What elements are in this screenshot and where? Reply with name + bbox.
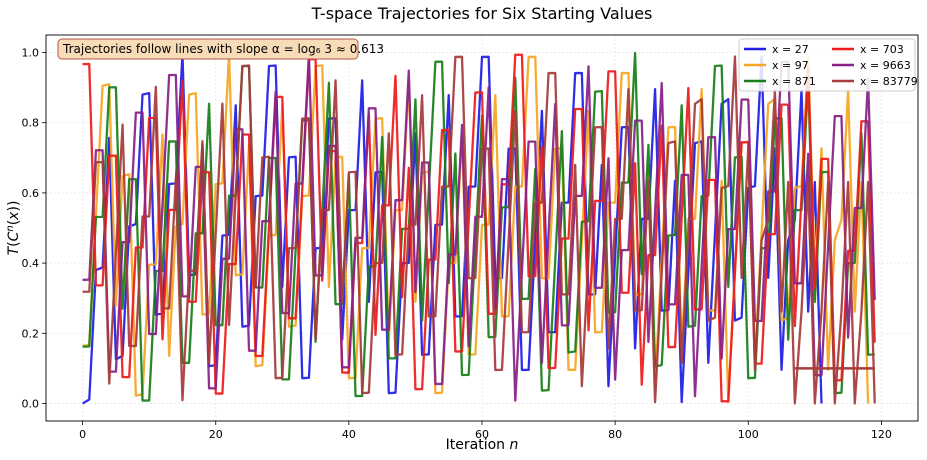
series-line [82, 51, 875, 402]
y-axis: 0.0 0.2 0.4 0.6 0.8 1.0 [22, 47, 46, 410]
y-axis-label: T(Cn(x)) [5, 201, 22, 256]
y-tick-label: 0.0 [22, 397, 40, 410]
x-tick-label: 80 [608, 428, 622, 441]
y-tick-label: 0.8 [22, 117, 40, 130]
series-line [82, 53, 876, 403]
y-tick-label: 0.2 [22, 327, 40, 340]
annotation-background [57, 38, 359, 60]
series-line [82, 55, 876, 405]
annotation-text: Trajectories follow lines with slope α =… [62, 42, 384, 56]
legend: x = 27 x = 97 x = 871 x = 703 x = 9663 x = 83… [738, 38, 918, 92]
plot-area [82, 51, 876, 405]
annotation-box: Trajectories follow lines with slope α =… [57, 38, 384, 60]
legend-entry: x = 703 [860, 43, 904, 56]
legend-frame [738, 38, 916, 92]
legend-entry: x = 27 [772, 43, 809, 56]
legend-entry: x = 9663 [860, 59, 911, 72]
legend-entry: x = 83779 [860, 75, 918, 88]
y-tick-label: 0.4 [22, 257, 40, 270]
x-tick-label: 0 [79, 428, 86, 441]
series-layer [82, 51, 876, 405]
y-tick-label: 1.0 [22, 47, 40, 60]
legend-entry: x = 871 [772, 75, 816, 88]
x-tick-label: 60 [475, 428, 489, 441]
x-tick-label: 40 [342, 428, 356, 441]
chart-title: T-space Trajectories for Six Starting Va… [311, 4, 653, 23]
x-tick-label: 20 [209, 428, 223, 441]
x-tick-label: 100 [738, 428, 759, 441]
x-tick-label: 120 [871, 428, 892, 441]
x-axis-label: Iteration n [446, 437, 519, 453]
legend-entry: x = 97 [772, 59, 809, 72]
x-axis: 0 20 40 60 80 100 120 [79, 421, 892, 441]
y-tick-label: 0.6 [22, 187, 40, 200]
